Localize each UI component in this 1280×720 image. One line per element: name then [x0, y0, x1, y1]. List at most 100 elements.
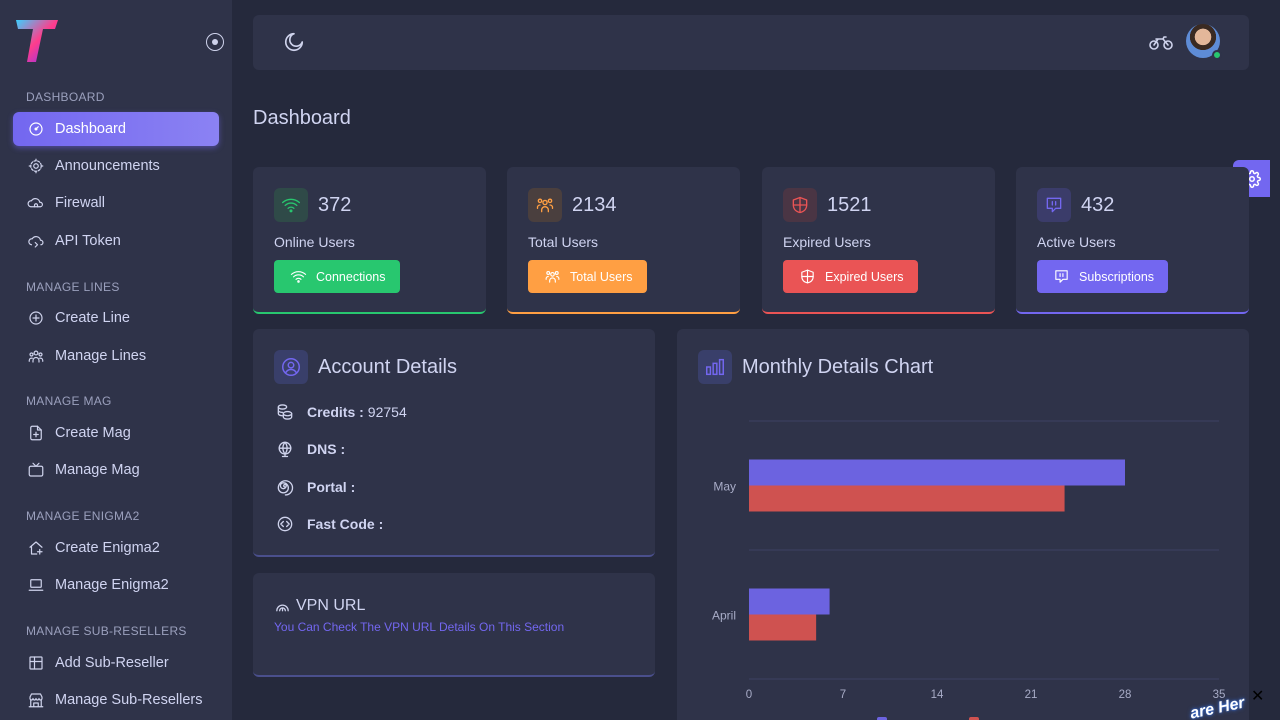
stat-button-label: Expired Users [825, 269, 904, 284]
stat-icon-box [1037, 188, 1071, 222]
chart-title: Monthly Details Chart [742, 356, 934, 378]
bar-chart-icon [706, 358, 724, 376]
sidebar-item-label: Create Line [55, 310, 130, 326]
account-row: Credits :92754 [275, 402, 407, 422]
app-logo[interactable] [14, 16, 62, 66]
coins-icon [277, 404, 293, 420]
account-details-title: Account Details [318, 356, 457, 378]
users-icon [536, 198, 554, 213]
sidebar-item-dashboard[interactable]: Dashboard [13, 112, 219, 146]
chart-x-tick-label: 21 [1025, 689, 1038, 701]
sidebar-item-label: Add Sub-Reseller [55, 655, 169, 671]
chart-bar [749, 485, 1065, 512]
stat-button-total-users[interactable]: Total Users [528, 260, 647, 293]
cloud-sync-icon [28, 236, 44, 248]
account-row-key: Portal : [307, 479, 356, 495]
stat-card-online-users: 372 Online Users Connections [253, 167, 486, 314]
users-icon [545, 270, 560, 283]
chart-category-label: April [712, 609, 736, 623]
sidebar-item-add-sub-reseller[interactable]: Add Sub-Reseller [13, 646, 219, 680]
nav-section-title: MANAGE MAG [26, 394, 112, 408]
moon-icon[interactable] [283, 31, 305, 53]
stat-button-connections[interactable]: Connections [274, 260, 400, 293]
account-details-card: Account Details Credits :92754 DNS : Porta… [253, 329, 655, 557]
chart-x-tick-label: 14 [931, 689, 944, 701]
stat-label: Online Users [274, 234, 355, 250]
speaker-icon [28, 158, 44, 174]
table-plus-icon [29, 656, 43, 670]
stat-card-total-users: 2134 Total Users Total Users [507, 167, 740, 314]
sidebar-item-label: Create Enigma2 [55, 540, 160, 556]
sidebar-item-api-token[interactable]: API Token [13, 224, 219, 258]
stat-label: Expired Users [783, 234, 871, 250]
close-overlay-button[interactable]: ✕ [1251, 688, 1265, 705]
message-icon [1055, 270, 1068, 283]
nav-section-title: MANAGE SUB-RESELLERS [26, 624, 187, 638]
sidebar-item-label: API Token [55, 233, 121, 249]
cloud-lock-icon [27, 198, 43, 208]
vpn-url-card: VPN URL You Can Check The VPN URL Detail… [253, 573, 655, 677]
stat-button-label: Connections [316, 269, 386, 284]
file-plus-icon [30, 425, 42, 441]
account-row: Portal : [275, 477, 359, 497]
sidebar-item-label: Announcements [55, 158, 160, 174]
vpn-gauge-icon [276, 604, 289, 611]
home-plus-icon [29, 541, 43, 555]
sidebar-item-create-enigma2[interactable]: Create Enigma2 [13, 531, 219, 565]
chart-x-tick-label: 7 [840, 689, 846, 701]
stat-button-label: Subscriptions [1079, 269, 1155, 284]
chart-bar [749, 588, 830, 615]
stat-icon-box [783, 188, 817, 222]
chart-bar [749, 614, 817, 641]
online-status-dot [1212, 50, 1222, 60]
chart-category-label: May [713, 480, 736, 494]
sidebar-item-firewall[interactable]: Firewall [13, 186, 219, 220]
sidebar-item-create-mag[interactable]: Create Mag [13, 416, 219, 450]
chart-icon-box [698, 350, 732, 384]
account-row-key: Credits : [307, 404, 364, 420]
account-row-key: DNS : [307, 441, 346, 457]
sidebar-item-manage-enigma2[interactable]: Manage Enigma2 [13, 568, 219, 602]
stat-label: Active Users [1037, 234, 1116, 250]
chart-legend-marker [877, 717, 887, 720]
shield-icon [801, 269, 814, 284]
stat-card-active-users: 432 Active Users Subscriptions [1016, 167, 1249, 314]
vpn-url-title-text: VPN URL [296, 597, 366, 614]
chart-legend-marker [969, 717, 979, 720]
nav-section-title: DASHBOARD [26, 90, 105, 104]
sidebar-item-label: Manage Sub-Resellers [55, 692, 203, 708]
nav-section-title: MANAGE LINES [26, 280, 120, 294]
stat-value: 2134 [572, 194, 617, 216]
account-row: Fast Code : [275, 514, 387, 534]
account-row-value: 92754 [367, 404, 407, 420]
sidebar-item-create-line[interactable]: Create Line [13, 301, 219, 335]
shield-icon [792, 196, 808, 214]
sidebar-item-label: Manage Lines [55, 348, 147, 364]
stat-icon-box [528, 188, 562, 222]
vpn-url-subtitle: You Can Check The VPN URL Details On Thi… [274, 620, 565, 634]
sidebar-item-announcements[interactable]: Announcements [13, 149, 219, 183]
user-avatar[interactable] [1186, 24, 1222, 60]
monthly-bar-chart: May April 0 7 14 21 28 35 [712, 420, 1225, 720]
account-row: DNS : [275, 439, 349, 459]
sidebar-item-manage-mag[interactable]: Manage Mag [13, 453, 219, 487]
sidebar-item-manage-sub-resellers[interactable]: Manage Sub-Resellers [13, 683, 219, 717]
laptop-icon [28, 579, 44, 591]
sidebar-item-label: Dashboard [55, 121, 126, 137]
sidebar-item-label: Firewall [55, 195, 105, 211]
stat-button-label: Total Users [570, 269, 633, 284]
vpn-url-title: VPN URL [274, 597, 365, 615]
sidebar-collapse-button[interactable] [206, 33, 224, 51]
motorbike-icon[interactable] [1149, 33, 1173, 51]
top-navbar [253, 15, 1249, 70]
sidebar-item-manage-lines[interactable]: Manage Lines [13, 339, 219, 373]
stat-value: 1521 [827, 194, 872, 216]
user-circle-icon [282, 358, 300, 376]
stat-button-subscriptions[interactable]: Subscriptions [1037, 260, 1169, 293]
wifi-icon [282, 198, 300, 213]
globe-icon [278, 441, 292, 458]
stat-button-expired-users[interactable]: Expired Users [783, 260, 918, 293]
plus-circle-icon [29, 311, 43, 325]
wifi-icon [290, 271, 307, 283]
stat-value: 432 [1081, 194, 1115, 216]
